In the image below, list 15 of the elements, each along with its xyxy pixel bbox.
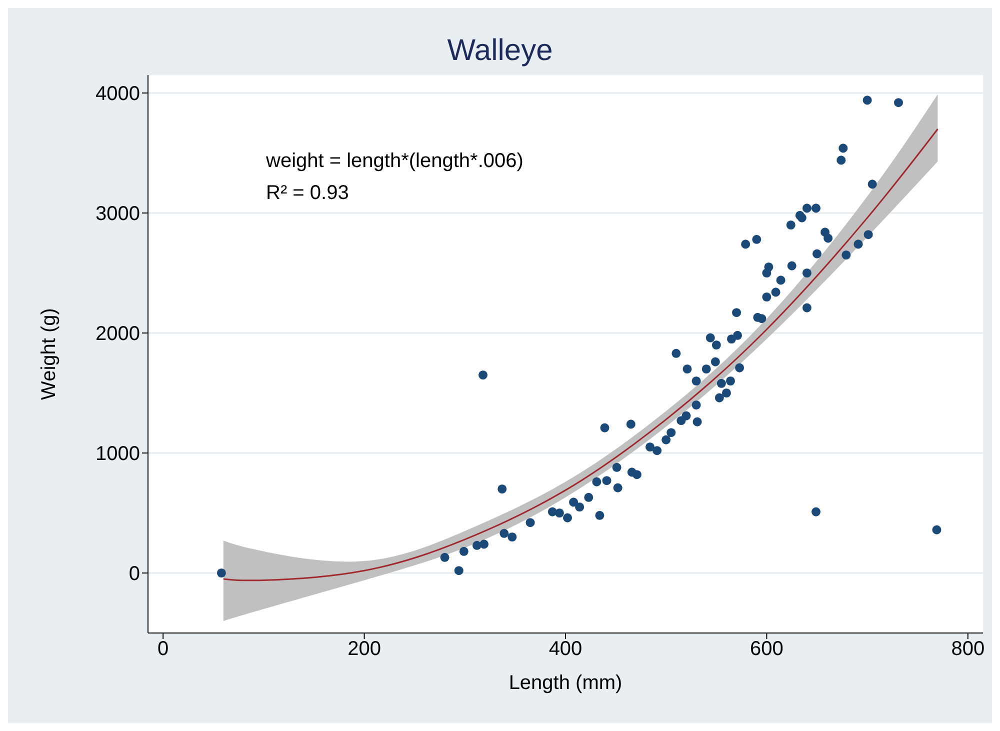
x-tick-label: 400 <box>548 638 582 660</box>
annotation: weight = length*(length*.006) <box>266 150 524 173</box>
x-tick-label: 200 <box>348 638 381 660</box>
y-tick-label: 4000 <box>96 83 140 106</box>
annotation: R² = 0.93 <box>266 182 349 205</box>
x-axis-title: Length (mm) <box>508 672 622 694</box>
y-tick-label: 3000 <box>96 203 140 226</box>
y-tick-label: 0 <box>128 563 140 586</box>
chart-title: Walleye <box>446 34 554 68</box>
y-tick-label: 2000 <box>96 323 140 346</box>
x-tick-label: 800 <box>951 638 985 660</box>
y-tick-label: 1000 <box>96 443 140 466</box>
x-tick-label: 600 <box>750 638 784 660</box>
x-tick-label: 0 <box>158 638 169 660</box>
y-axis-title: Weight (g) <box>38 308 60 400</box>
